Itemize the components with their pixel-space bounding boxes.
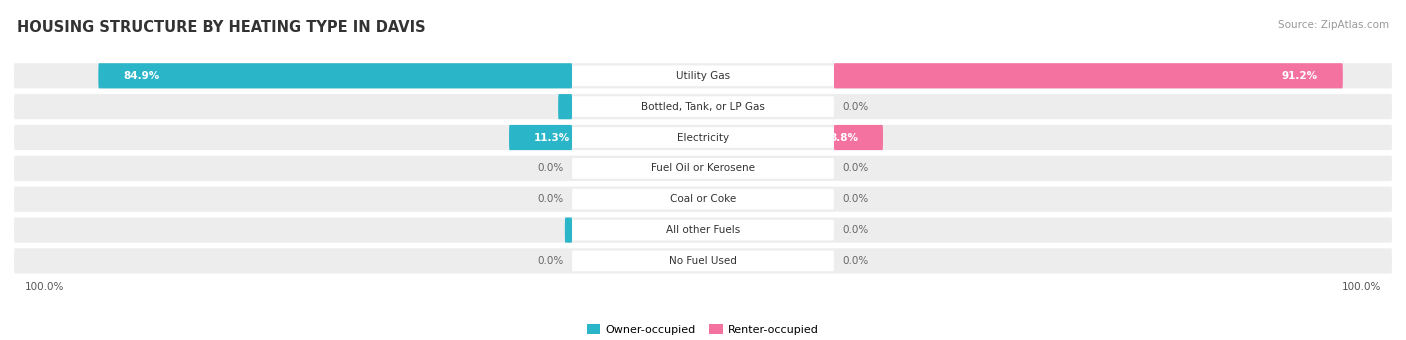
Text: Source: ZipAtlas.com: Source: ZipAtlas.com (1278, 20, 1389, 30)
FancyBboxPatch shape (572, 220, 834, 240)
Text: 0.0%: 0.0% (537, 256, 564, 266)
Text: 11.3%: 11.3% (534, 133, 569, 142)
Text: 2.5%: 2.5% (583, 102, 612, 112)
FancyBboxPatch shape (14, 218, 1392, 243)
Text: 100.0%: 100.0% (1341, 282, 1381, 292)
Text: Utility Gas: Utility Gas (676, 71, 730, 81)
Text: 0.0%: 0.0% (842, 256, 869, 266)
FancyBboxPatch shape (572, 65, 834, 86)
Text: 100.0%: 100.0% (25, 282, 65, 292)
FancyBboxPatch shape (572, 158, 834, 179)
FancyBboxPatch shape (834, 63, 1343, 88)
Text: 91.2%: 91.2% (1282, 71, 1317, 81)
FancyBboxPatch shape (14, 156, 1392, 181)
FancyBboxPatch shape (14, 63, 1392, 88)
Text: 0.0%: 0.0% (842, 194, 869, 204)
FancyBboxPatch shape (98, 63, 572, 88)
Text: Fuel Oil or Kerosene: Fuel Oil or Kerosene (651, 163, 755, 173)
FancyBboxPatch shape (509, 125, 572, 150)
FancyBboxPatch shape (14, 94, 1392, 119)
FancyBboxPatch shape (834, 125, 883, 150)
Text: 0.0%: 0.0% (842, 225, 869, 235)
Text: 8.8%: 8.8% (830, 133, 858, 142)
Text: No Fuel Used: No Fuel Used (669, 256, 737, 266)
FancyBboxPatch shape (565, 218, 572, 243)
FancyBboxPatch shape (572, 96, 834, 117)
FancyBboxPatch shape (14, 125, 1392, 150)
Text: Coal or Coke: Coal or Coke (669, 194, 737, 204)
FancyBboxPatch shape (572, 189, 834, 209)
FancyBboxPatch shape (558, 94, 572, 119)
FancyBboxPatch shape (14, 187, 1392, 212)
Text: 0.0%: 0.0% (537, 163, 564, 173)
Text: 0.0%: 0.0% (842, 163, 869, 173)
Text: Electricity: Electricity (676, 133, 730, 142)
Text: 0.0%: 0.0% (842, 102, 869, 112)
FancyBboxPatch shape (572, 127, 834, 148)
FancyBboxPatch shape (14, 248, 1392, 273)
Text: All other Fuels: All other Fuels (666, 225, 740, 235)
Text: 1.3%: 1.3% (589, 225, 619, 235)
Text: 84.9%: 84.9% (124, 71, 159, 81)
FancyBboxPatch shape (572, 251, 834, 271)
Text: HOUSING STRUCTURE BY HEATING TYPE IN DAVIS: HOUSING STRUCTURE BY HEATING TYPE IN DAV… (17, 20, 426, 35)
Legend: Owner-occupied, Renter-occupied: Owner-occupied, Renter-occupied (582, 320, 824, 339)
Text: Bottled, Tank, or LP Gas: Bottled, Tank, or LP Gas (641, 102, 765, 112)
Text: 0.0%: 0.0% (537, 194, 564, 204)
